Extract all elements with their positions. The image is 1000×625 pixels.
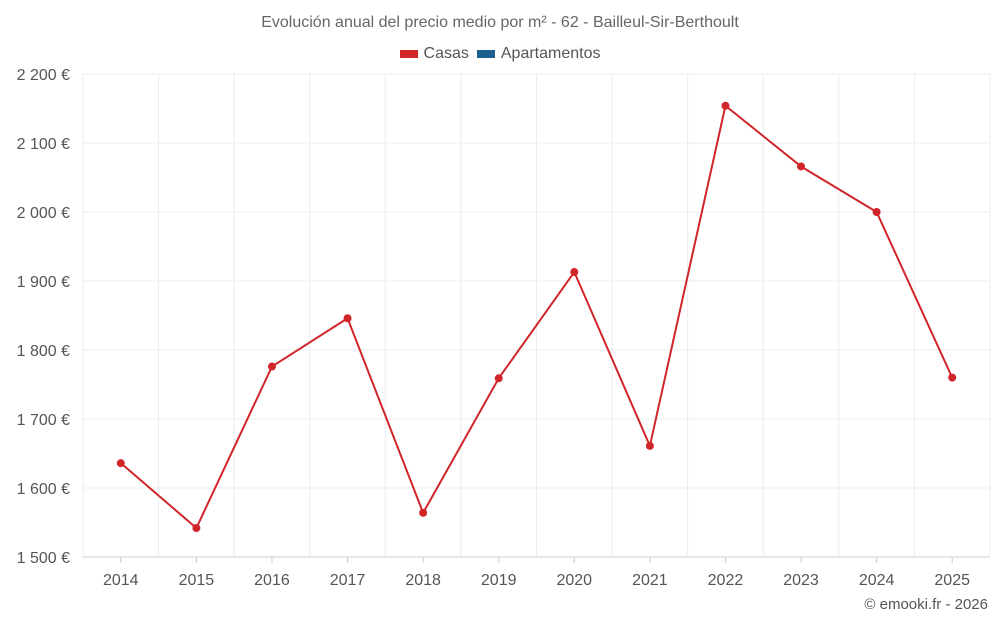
y-tick-label: 1 500 € <box>17 550 70 567</box>
y-tick-label: 1 700 € <box>17 412 70 429</box>
x-tick-label: 2018 <box>405 572 441 589</box>
data-point[interactable] <box>570 268 579 277</box>
data-point[interactable] <box>721 101 730 110</box>
x-tick-label: 2025 <box>934 572 970 589</box>
legend: Casas Apartamentos <box>0 45 1000 63</box>
x-tick-label: 2022 <box>708 572 744 589</box>
x-tick-label: 2019 <box>481 572 517 589</box>
legend-item-apartamentos[interactable]: Apartamentos <box>476 45 601 63</box>
data-point[interactable] <box>267 362 276 371</box>
x-tick-label: 2024 <box>859 572 895 589</box>
y-tick-label: 1 600 € <box>17 481 70 498</box>
x-tick-label: 2023 <box>783 572 819 589</box>
data-point[interactable] <box>872 208 881 216</box>
data-point[interactable] <box>192 524 201 533</box>
series-line-casas <box>120 104 954 530</box>
legend-item-casas[interactable]: Casas <box>399 45 469 63</box>
x-tick-label: 2014 <box>103 572 139 589</box>
x-tick-label: 2016 <box>254 572 290 589</box>
y-tick-label: 1 900 € <box>17 274 70 291</box>
data-point[interactable] <box>494 374 503 383</box>
x-tick-label: 2015 <box>179 572 215 589</box>
legend-label-casas: Casas <box>423 45 469 62</box>
legend-label-apartamentos: Apartamentos <box>500 45 601 62</box>
data-point[interactable] <box>419 508 428 517</box>
y-tick-label: 2 200 € <box>17 67 70 84</box>
y-tick-label: 1 800 € <box>17 343 70 360</box>
chart-title: Evolución anual del precio medio por m² … <box>261 14 739 31</box>
credit-text: © emooki.fr - 2026 <box>864 596 988 613</box>
y-tick-label: 2 100 € <box>17 136 70 153</box>
x-tick-label: 2017 <box>330 572 366 589</box>
y-tick-label: 2 000 € <box>17 205 70 222</box>
data-point[interactable] <box>343 314 352 323</box>
legend-swatch-casas <box>399 50 418 58</box>
legend-swatch-apartamentos <box>476 50 495 58</box>
data-point[interactable] <box>797 162 806 171</box>
data-point[interactable] <box>948 373 957 382</box>
x-tick-label: 2020 <box>556 572 592 589</box>
x-tick-label: 2021 <box>632 572 668 589</box>
data-point[interactable] <box>116 459 125 468</box>
data-point[interactable] <box>645 441 654 450</box>
